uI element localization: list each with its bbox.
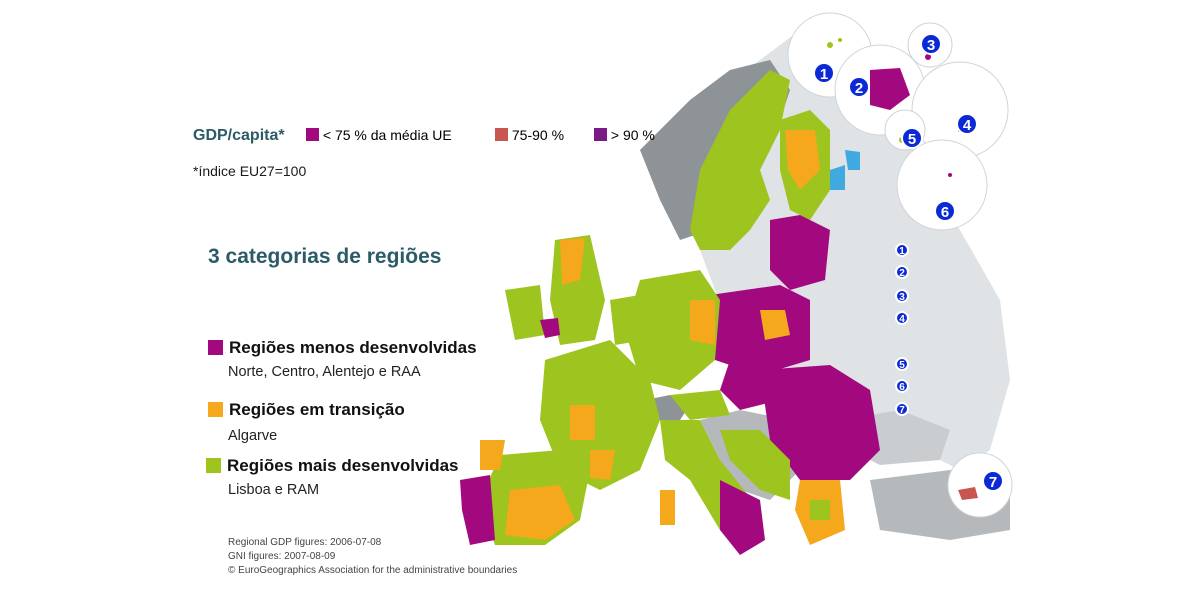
baltics bbox=[770, 215, 830, 290]
side-marker-4: 4 bbox=[895, 311, 909, 325]
inset-marker-7: 7 bbox=[982, 470, 1004, 492]
category-less-developed: Regiões menos desenvolvidas bbox=[208, 338, 477, 358]
sardinia bbox=[660, 490, 675, 525]
category-sub-less-developed: Norte, Centro, Alentejo e RAA bbox=[228, 364, 421, 380]
inset-marker-5: 5 bbox=[901, 127, 923, 149]
side-marker-2: 2 bbox=[895, 265, 909, 279]
germany-transition bbox=[690, 300, 715, 345]
index-note: *índice EU27=100 bbox=[193, 163, 307, 179]
category-label-less-developed: Regiões menos desenvolvidas bbox=[229, 338, 477, 357]
legend-label-above-90: > 90 % bbox=[610, 127, 655, 143]
category-sub-transition: Algarve bbox=[228, 428, 278, 444]
portugal bbox=[460, 475, 495, 545]
spain-transition-north bbox=[480, 440, 505, 470]
credit-gdp-figures: Regional GDP figures: 2006-07-08 bbox=[228, 537, 382, 548]
finland-transition bbox=[785, 130, 820, 190]
side-marker-5: 5 bbox=[895, 357, 909, 371]
legend-swatch-above-90 bbox=[594, 128, 607, 141]
inset-1-islands bbox=[827, 42, 833, 48]
greece-green bbox=[810, 500, 830, 520]
side-marker-7: 7 bbox=[895, 402, 909, 416]
category-label-transition: Regiões em transição bbox=[229, 400, 405, 419]
scandinavia bbox=[690, 70, 790, 250]
credit-gni-figures: GNI figures: 2007-08-09 bbox=[228, 551, 336, 562]
category-label-more-developed: Regiões mais desenvolvidas bbox=[227, 456, 459, 475]
legend-item-75-90: 75-90 % bbox=[495, 127, 564, 143]
side-marker-3: 3 bbox=[895, 289, 909, 303]
category-swatch-transition bbox=[208, 402, 223, 417]
spain-transition bbox=[505, 485, 575, 540]
malta-cyprus bbox=[958, 487, 978, 500]
legend-swatch-less-75 bbox=[306, 128, 319, 141]
legend-label-less-75: < 75 % da média UE bbox=[322, 127, 452, 143]
side-marker-6: 6 bbox=[895, 379, 909, 393]
category-more-developed: Regiões mais desenvolvidas bbox=[206, 456, 459, 476]
inset-marker-4: 4 bbox=[956, 113, 978, 135]
legend-item-less-75: < 75 % da média UE bbox=[306, 127, 452, 143]
category-swatch-less-developed bbox=[208, 340, 223, 355]
lake-onega bbox=[845, 150, 860, 170]
credit-eurogeographics: © EuroGeographics Association for the ad… bbox=[228, 565, 518, 576]
romania-bulgaria bbox=[760, 365, 880, 480]
poland bbox=[710, 285, 810, 375]
side-marker-1: 1 bbox=[895, 243, 909, 257]
legend-title-star: * bbox=[278, 127, 285, 144]
inset-marker-3: 3 bbox=[920, 33, 942, 55]
france bbox=[540, 340, 660, 490]
uk-transition bbox=[560, 238, 585, 285]
france-transition-1 bbox=[570, 405, 595, 440]
inset-marker-2: 2 bbox=[848, 76, 870, 98]
inset-marker-1: 1 bbox=[813, 62, 835, 84]
ireland bbox=[505, 285, 545, 340]
legend-swatch-75-90 bbox=[495, 128, 508, 141]
french-guiana bbox=[870, 68, 910, 110]
legend-title: GDP/capita* bbox=[193, 127, 285, 145]
hungary bbox=[720, 360, 780, 410]
categories-title: 3 categorias de regiões bbox=[208, 245, 442, 268]
legend-label-75-90: 75-90 % bbox=[511, 127, 565, 143]
category-transition: Regiões em transição bbox=[208, 400, 405, 420]
balkans-eu bbox=[720, 430, 790, 500]
category-sub-more-developed: Lisboa e RAM bbox=[228, 482, 320, 498]
inset-marker-6: 6 bbox=[934, 200, 956, 222]
benelux bbox=[610, 295, 645, 345]
france-transition-2 bbox=[590, 450, 615, 480]
uk-less-dev bbox=[540, 318, 560, 338]
austria bbox=[670, 390, 730, 420]
legend-title-text: GDP/capita bbox=[193, 127, 279, 144]
category-swatch-more-developed bbox=[206, 458, 221, 473]
lake-ladoga bbox=[830, 165, 845, 190]
inset-circle-7 bbox=[947, 452, 1013, 518]
legend-item-above-90: > 90 % bbox=[594, 127, 655, 143]
inset-circle-6 bbox=[896, 139, 988, 231]
poland-transition bbox=[760, 310, 790, 340]
italy-south bbox=[720, 480, 765, 555]
